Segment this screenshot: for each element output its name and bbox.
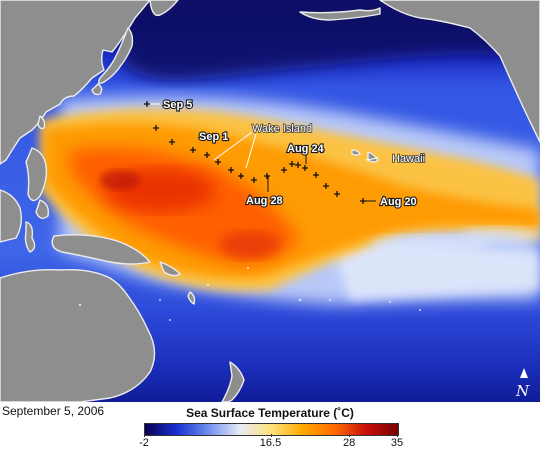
track-point xyxy=(313,172,319,178)
sst-map: Sep 5 Sep 1 Wake Island Aug 24 Hawaii Au… xyxy=(0,0,540,402)
kamchatka xyxy=(149,0,179,17)
australia xyxy=(0,268,156,402)
track-point xyxy=(215,159,221,165)
aleutians xyxy=(299,7,381,21)
track-point xyxy=(228,167,234,173)
storm-track-cross-icon xyxy=(144,101,366,204)
legend-tick-mark xyxy=(144,434,145,437)
track-point xyxy=(169,139,175,145)
label-wake-island: Wake Island xyxy=(252,123,312,135)
track-point xyxy=(144,101,150,107)
japan-south xyxy=(91,83,103,96)
legend-tick-label: 35 xyxy=(390,437,404,449)
track-point xyxy=(302,165,308,171)
taiwan xyxy=(37,115,46,130)
legend-tick-label: 16.5 xyxy=(259,437,282,449)
track-point xyxy=(289,161,295,167)
track-point xyxy=(295,162,301,168)
legend-tick-mark xyxy=(349,434,351,437)
label-hawaii: Hawaii xyxy=(392,153,425,165)
solomon-islands xyxy=(159,261,181,277)
label-aug24: Aug 24 xyxy=(287,143,325,155)
japan xyxy=(97,27,134,85)
track-point xyxy=(281,167,287,173)
label-aug20: Aug 20 xyxy=(380,196,417,208)
legend-tick-mark xyxy=(397,434,398,437)
southern-light-band xyxy=(330,240,540,300)
label-sep1: Sep 1 xyxy=(199,131,228,143)
borneo xyxy=(0,189,23,243)
track-point xyxy=(153,125,159,131)
track-point xyxy=(238,173,244,179)
storm-track xyxy=(144,101,366,204)
asia-mainland xyxy=(0,0,151,165)
track-point xyxy=(334,191,340,197)
label-aug28: Aug 28 xyxy=(246,195,283,207)
philippines-south xyxy=(35,199,50,219)
label-sep5: Sep 5 xyxy=(163,99,192,111)
track-point xyxy=(264,173,270,179)
north-arrow-icon: N xyxy=(515,368,530,400)
track-point xyxy=(323,183,329,189)
philippines xyxy=(25,147,48,202)
vanuatu xyxy=(187,291,196,305)
legend-title: Sea Surface Temperature (˚C) xyxy=(186,406,354,420)
new-guinea xyxy=(51,234,151,265)
temperature-colorbar xyxy=(144,423,399,436)
image-date: September 5, 2006 xyxy=(2,404,105,418)
track-point xyxy=(251,177,257,183)
north-america xyxy=(379,0,540,143)
track-point xyxy=(204,152,210,158)
legend-tick-mark xyxy=(270,434,272,437)
north-symbol: N xyxy=(515,382,530,400)
hawaii-chain xyxy=(351,149,361,156)
legend-tick-label: 28 xyxy=(343,437,356,449)
legend-tick-label: -2 xyxy=(139,437,149,449)
new-zealand xyxy=(221,361,245,402)
track-point xyxy=(190,147,196,153)
sulawesi xyxy=(24,221,36,253)
